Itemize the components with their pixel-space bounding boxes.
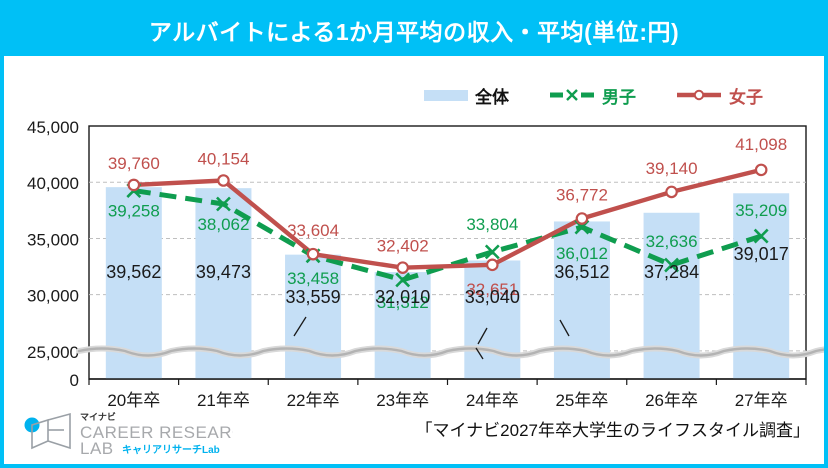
y-axis-tick-label: 45,000	[27, 118, 79, 137]
value-label-male: 35,209	[735, 201, 787, 220]
data-point-marker	[753, 228, 769, 244]
logo-mark-and-wordmark: マイナビ CAREER RESEARCH LAB キャリアリサーチLab	[24, 411, 233, 456]
chart-plot-area: 0 25,000 30,000 35,000 40,000 45,000 20年卒 21年卒 2…	[4, 108, 824, 408]
header-banner: アルバイトによる1か月平均の収入・平均(単位:円)	[4, 4, 824, 56]
data-point-marker	[216, 196, 231, 212]
legend-item-female: 女子	[676, 83, 763, 108]
value-label-total: 39,562	[106, 262, 161, 282]
value-label-female: 39,760	[108, 154, 160, 173]
income-trend-chart: 0 25,000 30,000 35,000 40,000 45,000 20年卒 21年卒 2…	[27, 118, 824, 408]
x-axis-tick-label: 20年卒	[107, 391, 160, 408]
data-point-marker	[395, 272, 411, 288]
value-label-male: 39,258	[108, 202, 160, 221]
data-point-marker	[665, 185, 678, 199]
value-label-total: 33,040	[465, 287, 520, 307]
data-point-marker	[486, 258, 499, 272]
label-leader-line	[477, 327, 488, 345]
value-label-female: 39,140	[646, 159, 698, 178]
bar	[464, 260, 521, 379]
value-label-male: 33,458	[287, 269, 339, 288]
solid-line-circle-marker-icon	[677, 89, 721, 101]
legend-label-total: 全体	[475, 87, 509, 107]
x-axis-tick-label: 22年卒	[287, 391, 340, 408]
value-label-male: 36,012	[556, 244, 608, 263]
value-label-male: 38,062	[197, 215, 249, 234]
data-point-marker	[217, 174, 230, 187]
data-point-marker	[306, 247, 320, 261]
value-label-total: 33,559	[286, 287, 341, 307]
legend-label-male: 男子	[602, 87, 636, 107]
label-leader-line	[475, 347, 484, 360]
x-axis-tick-label: 26年卒	[645, 391, 698, 408]
data-point-marker	[575, 212, 589, 225]
x-axis-tick-label: 24年卒	[466, 391, 519, 408]
data-point-marker	[664, 257, 679, 273]
value-label-female: 33,604	[287, 221, 339, 240]
legend-item-male: 男子	[549, 83, 636, 108]
logo-brand-main-line1: CAREER RESEARCH	[80, 423, 233, 442]
y-axis-tick-label: 35,000	[27, 230, 79, 249]
value-label-male: 33,804	[466, 215, 518, 234]
series-line-女子	[133, 167, 762, 270]
value-label-male: 31,312	[377, 293, 429, 312]
page-title: アルバイトによる1か月平均の収入・平均(単位:円)	[148, 19, 680, 45]
source-note: 「マイナビ2027年卒大学生のライフスタイル調査」	[415, 421, 810, 440]
value-label-total: 36,512	[554, 262, 609, 282]
x-axis-tick-label: 21年卒	[197, 391, 250, 408]
value-label-total: 37,284	[644, 262, 699, 282]
label-leader-line	[293, 316, 307, 337]
value-label-female: 32,402	[377, 237, 429, 256]
bar-swatch-icon	[424, 89, 468, 101]
data-point-marker	[127, 178, 141, 192]
y-axis-tick-label: 25,000	[27, 343, 79, 362]
career-research-lab-logo: マイナビ CAREER RESEARCH LAB キャリアリサーチLab	[18, 408, 233, 456]
value-label-total: 39,473	[196, 262, 251, 282]
data-point-marker	[754, 163, 768, 177]
y-axis-tick-label: 30,000	[27, 287, 79, 306]
value-label-total: 32,010	[375, 287, 430, 307]
data-point-marker	[484, 244, 500, 260]
label-leader-line	[559, 319, 570, 337]
dashed-line-x-marker-icon	[550, 89, 594, 101]
axis-break-wave-inner	[77, 347, 824, 357]
bar	[374, 272, 431, 379]
legend-item-total: 全体	[424, 83, 509, 108]
footer: マイナビ CAREER RESEARCH LAB キャリアリサーチLab 「マイ…	[4, 402, 824, 460]
x-axis-tick-label: 23年卒	[376, 391, 429, 408]
x-axis-tick-label: 27年卒	[735, 391, 788, 408]
logo-brand-sub: キャリアリサーチLab	[122, 444, 220, 456]
y-axis-tick-label: 0	[70, 371, 79, 390]
value-label-female: 36,772	[556, 186, 608, 205]
y-axis-tick-label: 40,000	[27, 174, 79, 193]
series-line-男子	[133, 188, 762, 283]
value-label-total: 39,017	[734, 244, 789, 264]
x-axis-tick-label: 25年卒	[555, 391, 608, 408]
value-label-male: 32,636	[646, 232, 698, 251]
data-point-marker	[396, 261, 409, 274]
logo-brand-small: マイナビ	[80, 411, 116, 422]
logo-brand-main-line2: LAB	[80, 439, 114, 456]
value-label-female: 40,154	[197, 149, 249, 168]
chart-legend: 全体 男子 女子	[424, 82, 784, 108]
legend-label-female: 女子	[729, 87, 763, 107]
value-label-female: 32,651	[466, 280, 518, 299]
value-label-female: 41,098	[735, 135, 787, 154]
